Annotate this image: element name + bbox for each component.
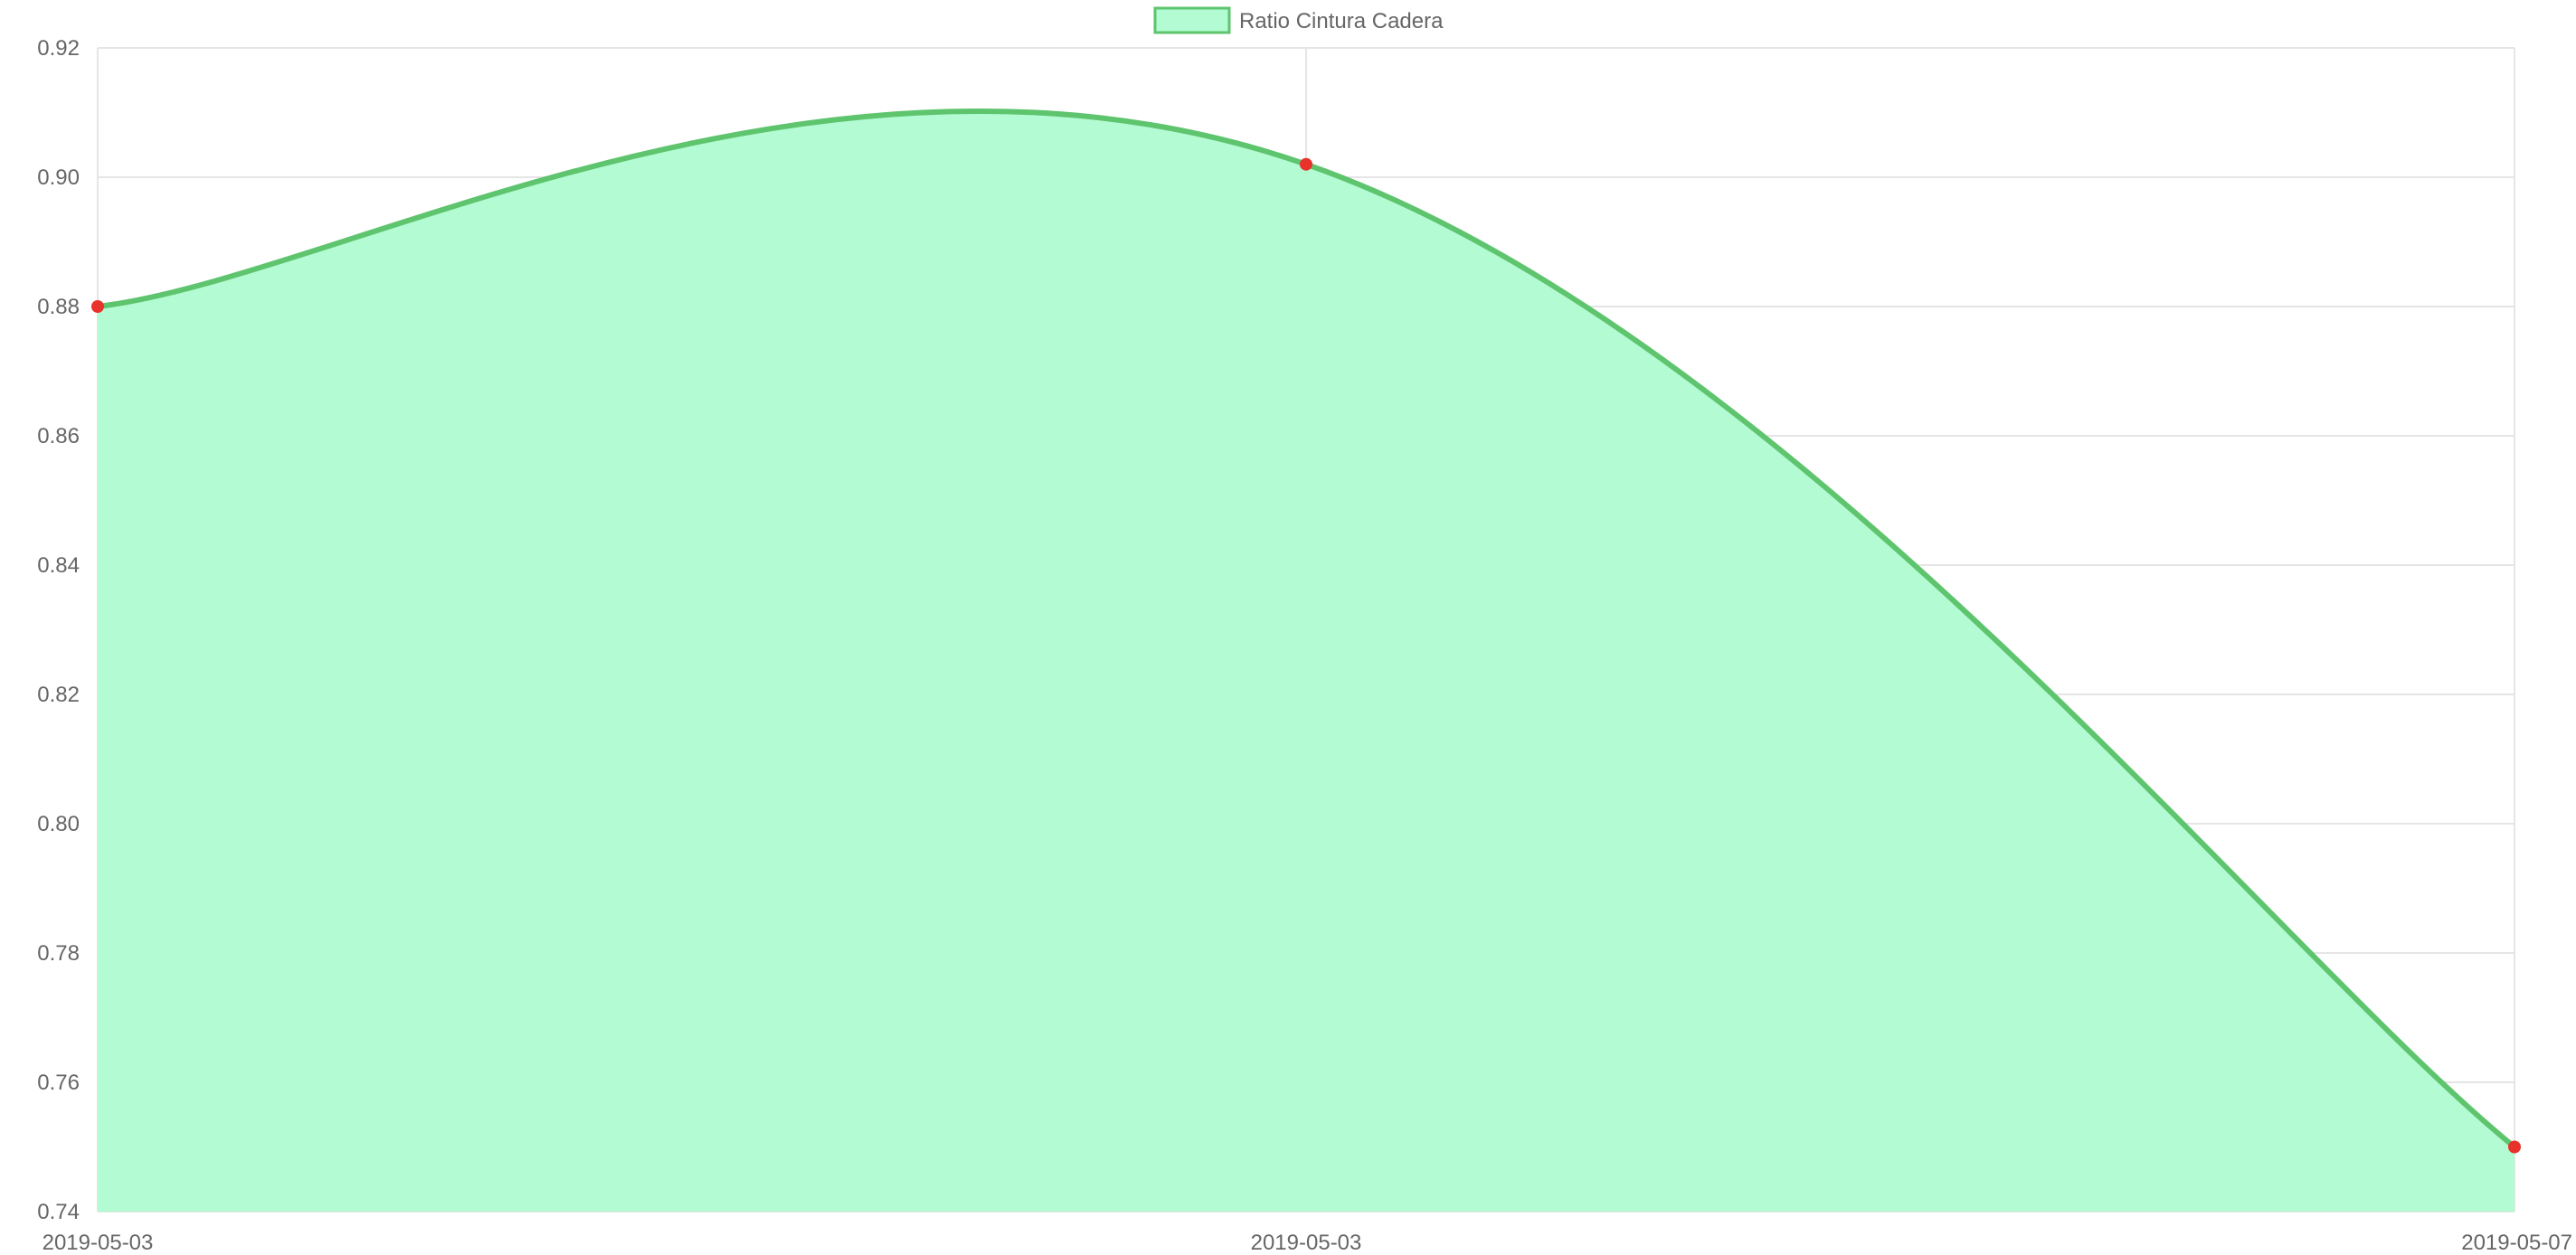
legend-swatch[interactable] — [1153, 6, 1231, 34]
x-tick-label: 2019-05-07 — [2461, 1231, 2572, 1255]
y-tick-label: 0.74 — [37, 1200, 80, 1224]
x-tick-label: 2019-05-03 — [43, 1231, 154, 1255]
data-point[interactable] — [91, 300, 104, 313]
y-tick-label: 0.88 — [37, 295, 80, 319]
area-fill — [98, 110, 2514, 1212]
data-point[interactable] — [1300, 157, 1312, 171]
y-tick-label: 0.90 — [37, 165, 80, 190]
data-point[interactable] — [2508, 1140, 2521, 1154]
y-tick-label: 0.80 — [37, 812, 80, 836]
y-tick-label: 0.78 — [37, 941, 80, 966]
y-tick-label: 0.76 — [37, 1071, 80, 1095]
data-points — [91, 157, 2521, 1154]
series-line — [97, 108, 2516, 1149]
x-tick-label: 2019-05-03 — [1251, 1231, 1362, 1255]
axis-ticks: 0.74 0.76 0.78 0.80 0.82 0.84 0.86 0.88 0.90 0.92… — [37, 36, 2572, 1255]
y-tick-label: 0.92 — [37, 36, 80, 61]
legend-label[interactable]: Ratio Cintura Cadera — [1239, 9, 1444, 33]
y-tick-label: 0.86 — [37, 424, 80, 448]
y-tick-label: 0.82 — [37, 683, 80, 707]
legend[interactable]: Ratio Cintura Cadera — [1153, 6, 1444, 34]
series-area — [97, 108, 2516, 1212]
y-tick-label: 0.84 — [37, 553, 80, 578]
